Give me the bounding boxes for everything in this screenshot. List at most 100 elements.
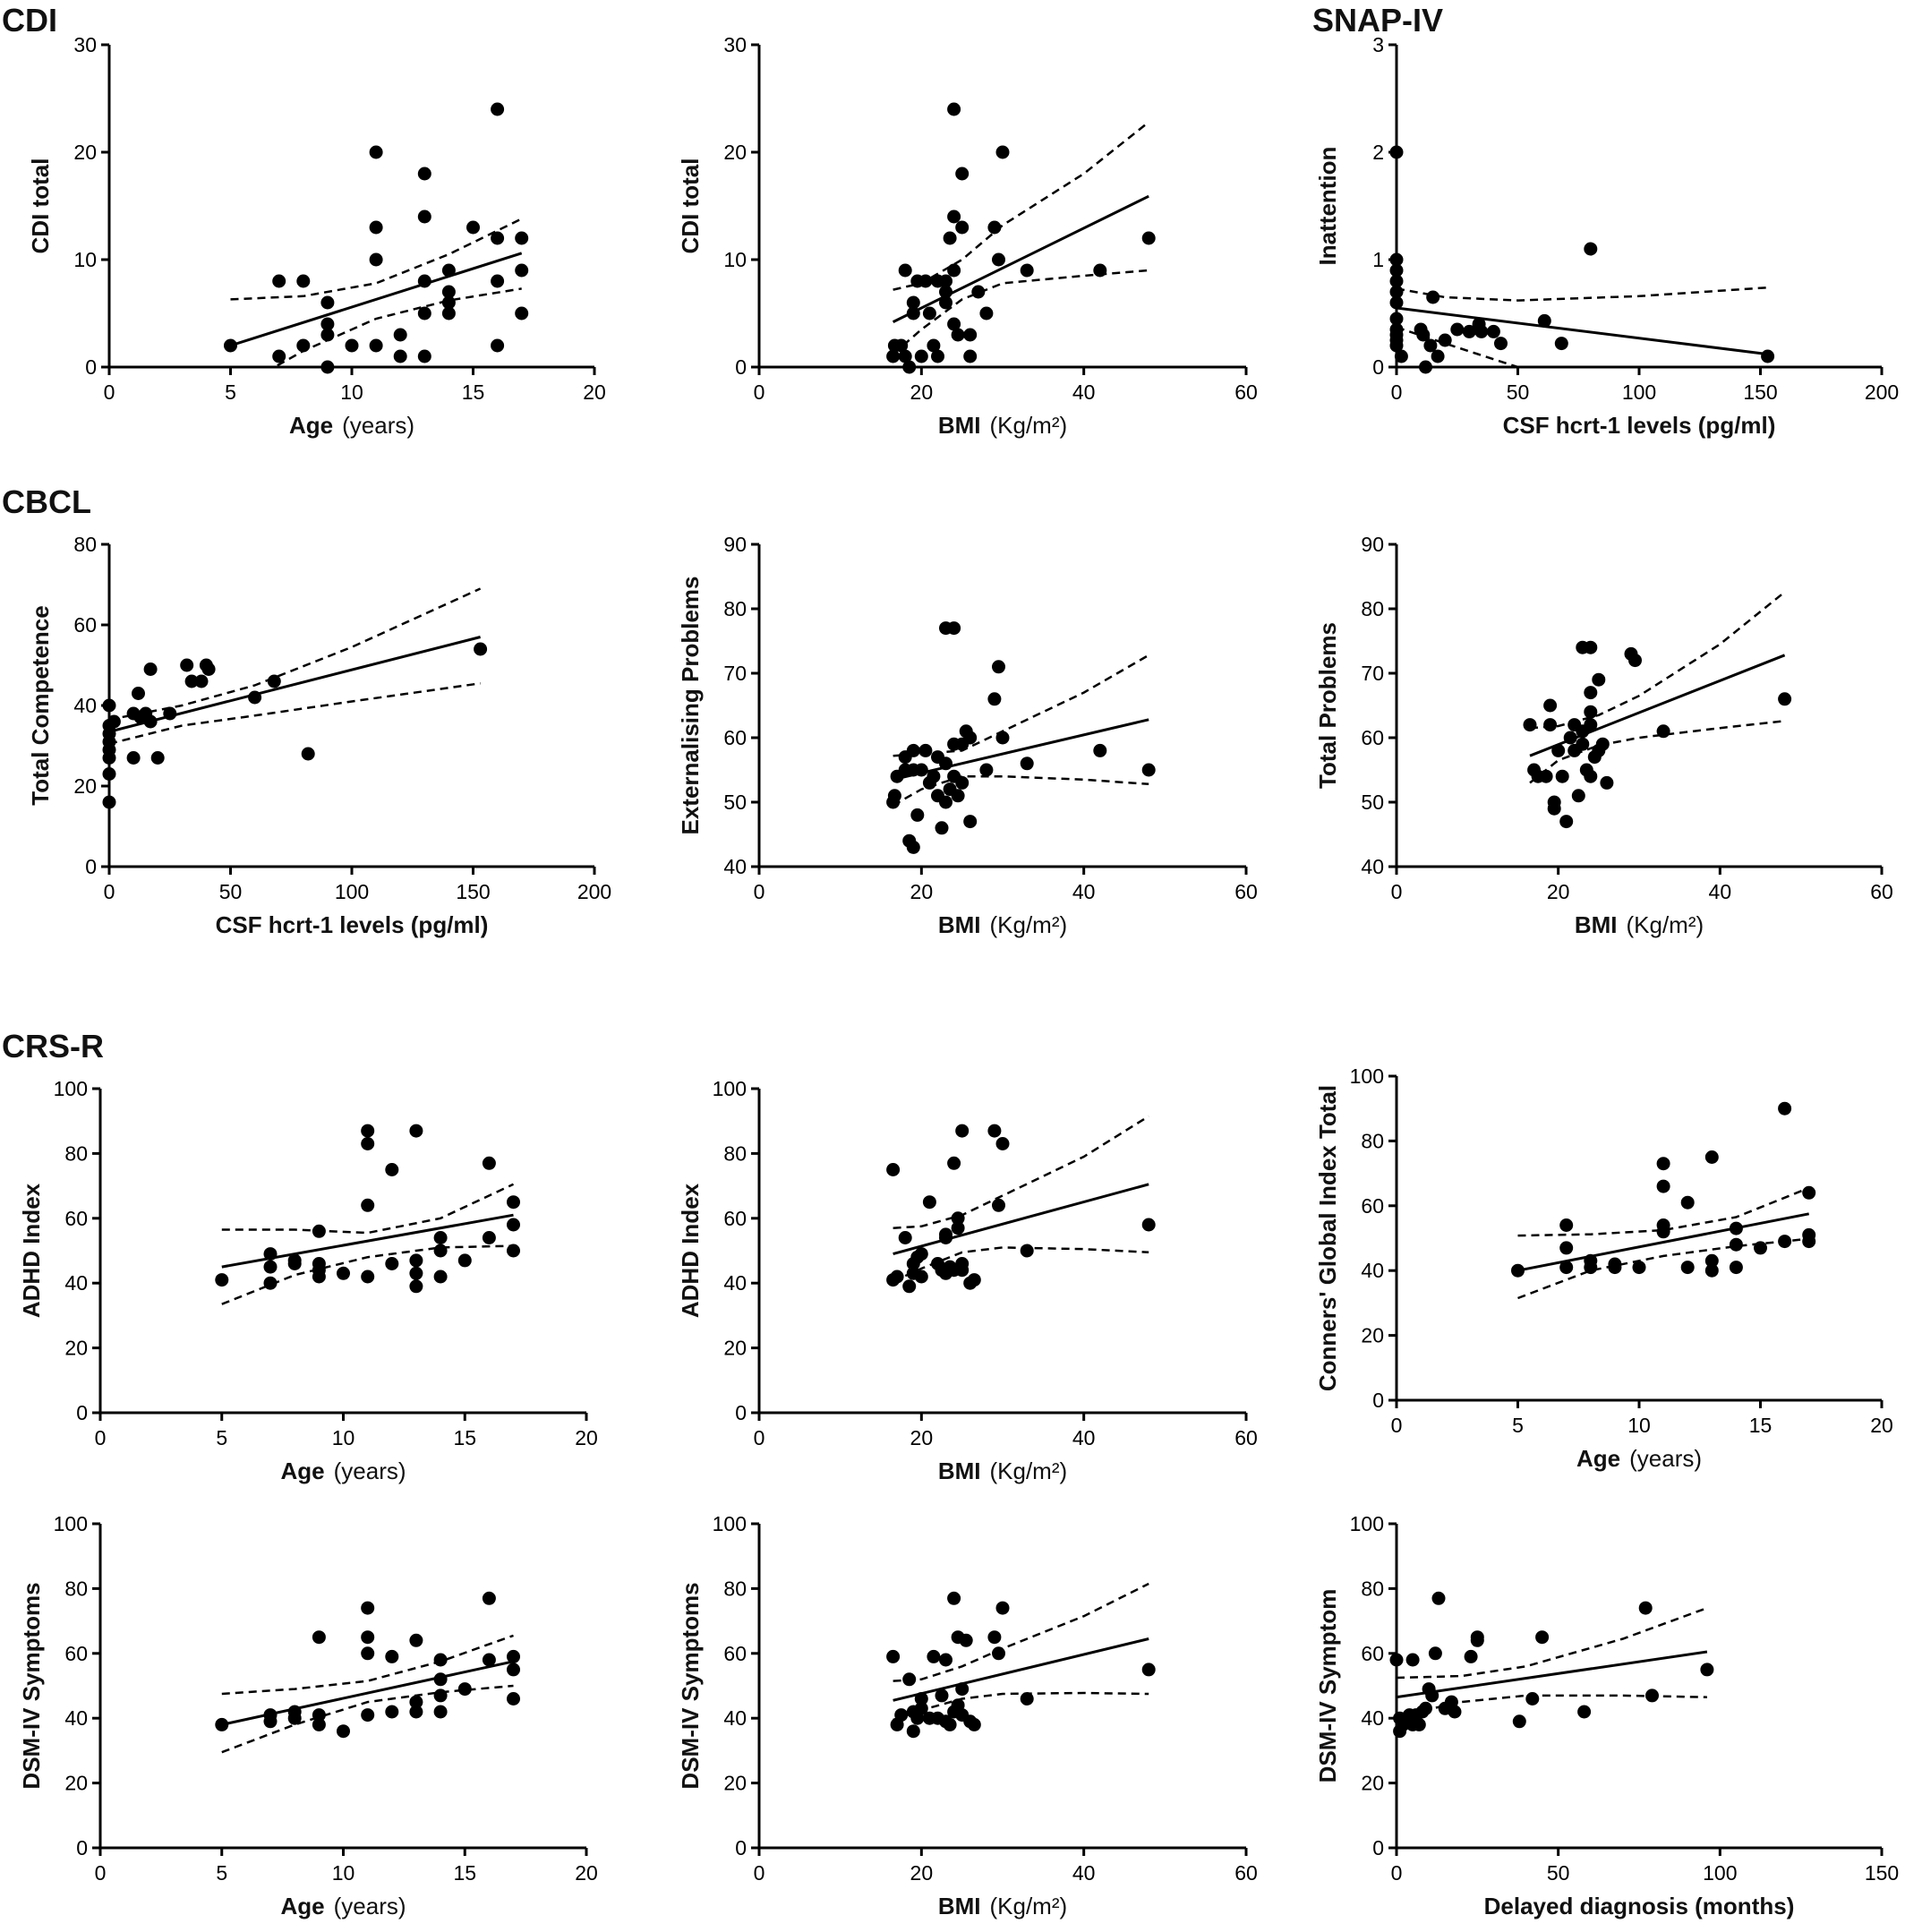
regression-line [892,194,1149,323]
data-point [385,1649,399,1663]
data-point [886,1163,901,1176]
data-point [361,1646,375,1661]
panel-cbcl_csf: 0 20 40 60 80 0 50 100 150 200 CSF hcrt-1 levels (… [27,533,611,938]
data-point [1389,274,1404,288]
data-point [102,795,116,809]
data-point [180,658,194,672]
y-tick-label: 10 [723,248,747,271]
data-point [287,1705,302,1719]
y-axis-title: CDI total [677,158,704,254]
data-point [215,1273,229,1287]
y-tick-label: 0 [85,855,97,878]
data-point [1020,263,1034,278]
data-point [1656,1179,1670,1193]
data-point [1389,338,1404,353]
data-point [433,1672,448,1687]
data-point [987,220,1002,235]
data-point [935,821,949,835]
data-point [491,231,505,245]
y-tick-label: 20 [723,1772,747,1795]
x-tick-label: 200 [577,880,611,903]
data-point [272,349,286,363]
data-point [890,1269,904,1284]
data-point [312,1708,326,1723]
data-point [1554,337,1568,351]
data-point [1523,718,1537,732]
data-point [441,306,456,321]
data-point [1389,263,1404,278]
data-point [1389,295,1404,310]
data-point [1525,1692,1540,1705]
data-point [992,660,1005,674]
data-point [433,1269,448,1284]
ci-upper-band [893,1582,1149,1682]
data-point [1584,718,1598,732]
y-tick-label: 60 [1361,1642,1384,1665]
y-axis-title: CDI total [27,158,54,254]
data-point [1638,1601,1653,1615]
data-point [1571,789,1585,803]
data-point [312,1257,326,1270]
data-point [918,743,933,757]
data-point [267,674,281,688]
data-point [1511,1263,1525,1278]
data-point [393,349,407,363]
data-point [194,674,209,688]
data-point [507,1663,520,1677]
regression-line [1397,1650,1708,1699]
x-tick-label: 10 [340,380,363,404]
data-point [1592,672,1606,687]
y-tick-label: 30 [73,33,97,56]
data-point [995,1601,1010,1615]
x-tick-label: 0 [1391,380,1403,404]
data-point [1700,1663,1714,1677]
data-point [955,220,970,235]
data-point [995,1137,1010,1150]
data-point [951,1221,965,1235]
x-tick-label: 0 [95,1861,107,1885]
data-point [1535,1630,1550,1645]
x-tick-label: 20 [1547,880,1570,903]
data-point [1141,1663,1156,1677]
data-point [939,1653,952,1667]
ci-upper-band [893,1115,1149,1229]
y-tick-label: 20 [1361,1324,1384,1347]
y-tick-label: 60 [64,1642,88,1665]
data-point [409,1705,423,1719]
x-tick-label: 40 [1709,880,1732,903]
x-tick-label: 0 [1391,1414,1403,1437]
data-point [1141,231,1156,245]
x-axis-title: BMI (Kg/m²) [938,911,1067,938]
data-point [947,209,961,224]
y-tick-label: 60 [73,613,97,637]
data-point [947,263,961,278]
panel-cdi_bmi: 0 10 20 30 0 20 40 60 BMI (Kg/m²) CDI total [677,33,1258,439]
data-point [955,1682,970,1697]
x-tick-label: 20 [575,1426,598,1449]
data-point [515,263,529,278]
data-point [491,102,505,116]
data-point [417,209,431,224]
data-point [474,642,488,656]
data-point [914,1701,928,1715]
y-tick-label: 80 [64,1141,88,1165]
data-point [1729,1237,1743,1252]
data-point [1656,1218,1670,1232]
x-tick-label: 60 [1234,880,1258,903]
data-point [263,1708,278,1723]
y-tick-label: 20 [73,774,97,798]
data-point [886,349,901,363]
data-point [1608,1257,1622,1271]
data-point [1584,705,1598,719]
data-point [967,1717,981,1731]
y-tick-label: 20 [723,1337,747,1360]
data-point [361,1630,375,1645]
data-point [894,338,909,353]
ci-lower-band [1529,720,1785,784]
x-tick-label: 200 [1865,380,1899,404]
data-point [943,1717,957,1731]
data-point [947,621,961,636]
x-axis-title: Age (years) [1576,1445,1702,1472]
data-point [992,1198,1005,1212]
data-point [126,751,141,765]
